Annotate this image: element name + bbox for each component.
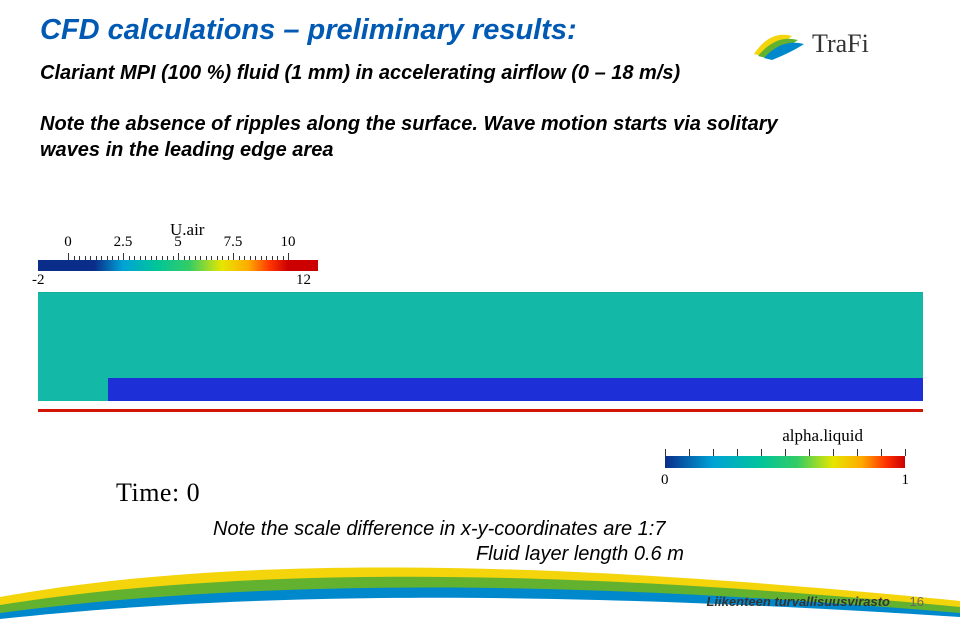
subtitle-line-1: Clariant MPI (100 %) fluid (1 mm) in acc… [40, 62, 680, 85]
alpha-colorbar-wrap: 0 1 [665, 456, 905, 468]
uair-bar-ext-left [38, 260, 68, 271]
logo-text: TraFi [812, 29, 869, 58]
scale-note: Note the scale difference in x-y-coordin… [213, 518, 665, 541]
slide-title: CFD calculations – preliminary results: [40, 14, 577, 47]
uair-bar-ext-right [288, 260, 318, 271]
alpha-max-label: 1 [902, 472, 910, 489]
alpha-ticks [665, 449, 905, 456]
uair-ticks [38, 253, 318, 260]
uair-colorbar [68, 260, 288, 271]
subtitle-line-2: Note the absence of ripples along the su… [40, 112, 800, 163]
uair-max-label: 12 [296, 272, 311, 289]
footer-swoosh [0, 551, 960, 621]
footer-text: Liikenteen turvallisuusvirasto [706, 594, 890, 609]
cfd-field-plot [38, 292, 923, 414]
uair-min-label: -2 [32, 272, 45, 289]
alpha-colorbar-label: alpha.liquid [782, 426, 863, 446]
trafi-logo: TraFi [752, 20, 922, 69]
uair-tick-labels: 02.557.510 [38, 234, 318, 252]
alpha-colorbar [665, 456, 905, 468]
slide: CFD calculations – preliminary results: … [0, 0, 960, 621]
alpha-min-label: 0 [661, 472, 669, 489]
time-label: Time: 0 [116, 478, 200, 508]
page-number: 16 [910, 594, 924, 609]
